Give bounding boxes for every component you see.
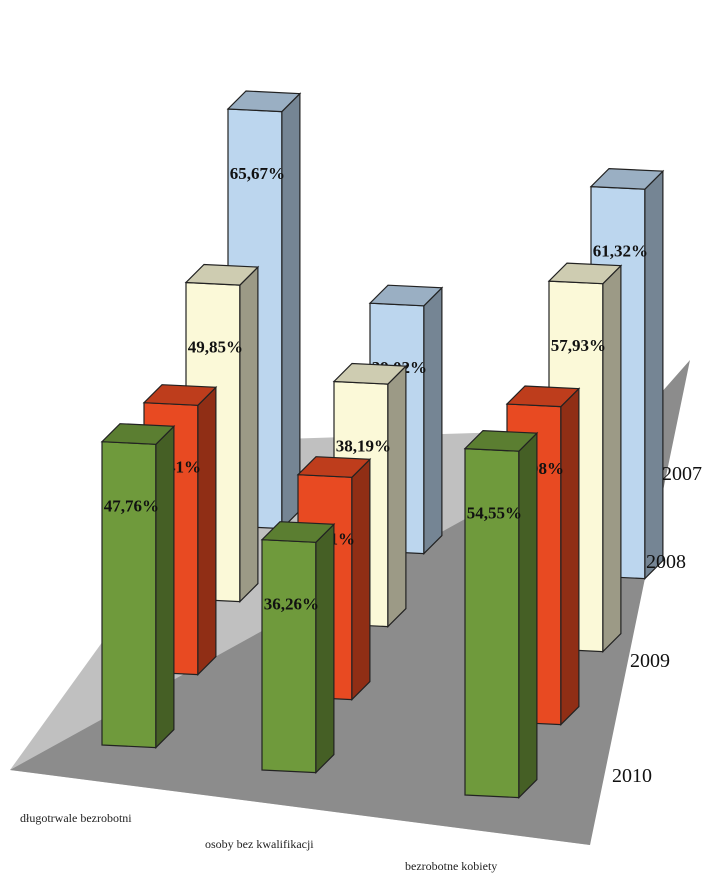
bar-side-face — [423, 286, 443, 556]
bar-value-label: 47,76% — [104, 497, 159, 516]
category-label: długotrwale bezrobotni — [20, 811, 132, 825]
bar-value-label: 36,26% — [264, 595, 319, 614]
bar-top-face — [184, 263, 260, 286]
series-label-2008: 2008 — [646, 551, 686, 573]
bar-top-face — [505, 385, 581, 408]
bar-side-face — [351, 457, 371, 702]
bar-top-face — [260, 521, 336, 543]
bar-value-label: 61,32% — [593, 242, 648, 261]
bar-value-label: 54,55% — [467, 504, 522, 523]
bar-front-face — [261, 539, 317, 774]
bar-top-face — [100, 423, 176, 445]
bar-side-face — [197, 385, 217, 677]
bar-top-face — [463, 429, 539, 452]
bar-side-face — [315, 522, 335, 775]
bar-top-face — [296, 456, 372, 478]
bar-side-face — [602, 264, 622, 654]
bar-front-face — [464, 447, 520, 799]
bar-value-label: 49,85% — [188, 338, 243, 357]
bar-value-label: 65,67% — [230, 164, 285, 183]
bar-side-face — [155, 424, 175, 750]
bar-layer: 61,32%39,02%65,67%57,93%38,19%49,85%50,0… — [100, 90, 665, 800]
bar-top-face — [368, 284, 444, 307]
bar-value-label: 57,93% — [551, 336, 606, 355]
bar-top-face — [332, 362, 408, 385]
bar-side-face — [387, 364, 407, 629]
bar-2010-0: 47,76% — [100, 423, 176, 750]
bar-side-face — [644, 169, 664, 581]
bar-side-face — [239, 265, 259, 604]
bar-side-face — [560, 387, 580, 727]
bar-side-face — [518, 431, 538, 800]
bar-top-face — [142, 384, 218, 406]
bar-top-face — [547, 262, 623, 285]
series-label-2007: 2007 — [662, 463, 702, 485]
bar-front-face — [101, 441, 157, 749]
bar-top-face — [589, 167, 665, 190]
category-label: osoby bez kwalifikacji — [205, 837, 314, 851]
bar-top-face — [226, 90, 302, 113]
category-label: bezrobotne kobiety — [405, 859, 497, 873]
series-label-2010: 2010 — [612, 765, 652, 787]
bar-2010-1: 36,26% — [260, 521, 336, 775]
series-label-2009: 2009 — [630, 650, 670, 672]
bar-2010-2: 54,55% — [463, 429, 539, 800]
bar-side-face — [281, 92, 301, 531]
bar-value-label: 38,19% — [336, 437, 391, 456]
axis-layer: 2007 2008 2009 2010 długotrwale bezrobotni os… — [20, 463, 702, 873]
